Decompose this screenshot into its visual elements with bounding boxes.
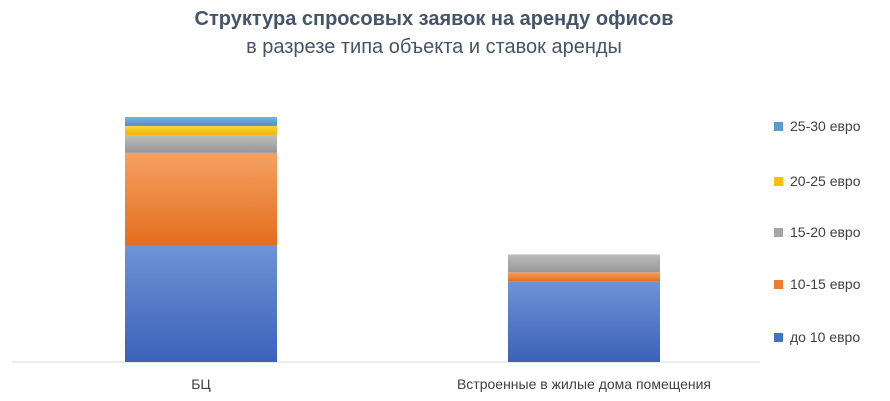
legend-swatch-2 [774,280,783,289]
legend-swatch-3 [774,228,783,237]
bar-segment-2-3 [508,254,660,273]
bar-segment-1-1 [125,245,277,362]
bar-segment-2-1 [508,281,660,362]
legend-swatch-4 [774,177,783,186]
chart-subtitle: в разрезе типа объекта и ставок аренды [246,36,622,58]
bar-segment-1-4 [125,125,277,135]
legend-label-4: 20-25 евро [790,173,861,189]
x-tick-label: Встроенные в жилые дома помещения [457,376,711,392]
legend-label-1: до 10 евро [790,329,860,345]
bar-segment-2-2 [508,272,660,282]
legend-label-2: 10-15 евро [790,276,861,292]
bar-segment-1-3 [125,134,277,153]
legend-label-5: 25-30 евро [790,118,861,134]
bar-segment-1-2 [125,152,277,246]
chart-title: Структура спросовых заявок на аренду офи… [194,8,674,30]
legend-swatch-1 [774,333,783,342]
x-tick-label: БЦ [191,376,211,392]
bar-segment-1-5 [125,116,277,126]
legend-swatch-5 [774,122,783,131]
legend-label-3: 15-20 евро [790,224,861,240]
